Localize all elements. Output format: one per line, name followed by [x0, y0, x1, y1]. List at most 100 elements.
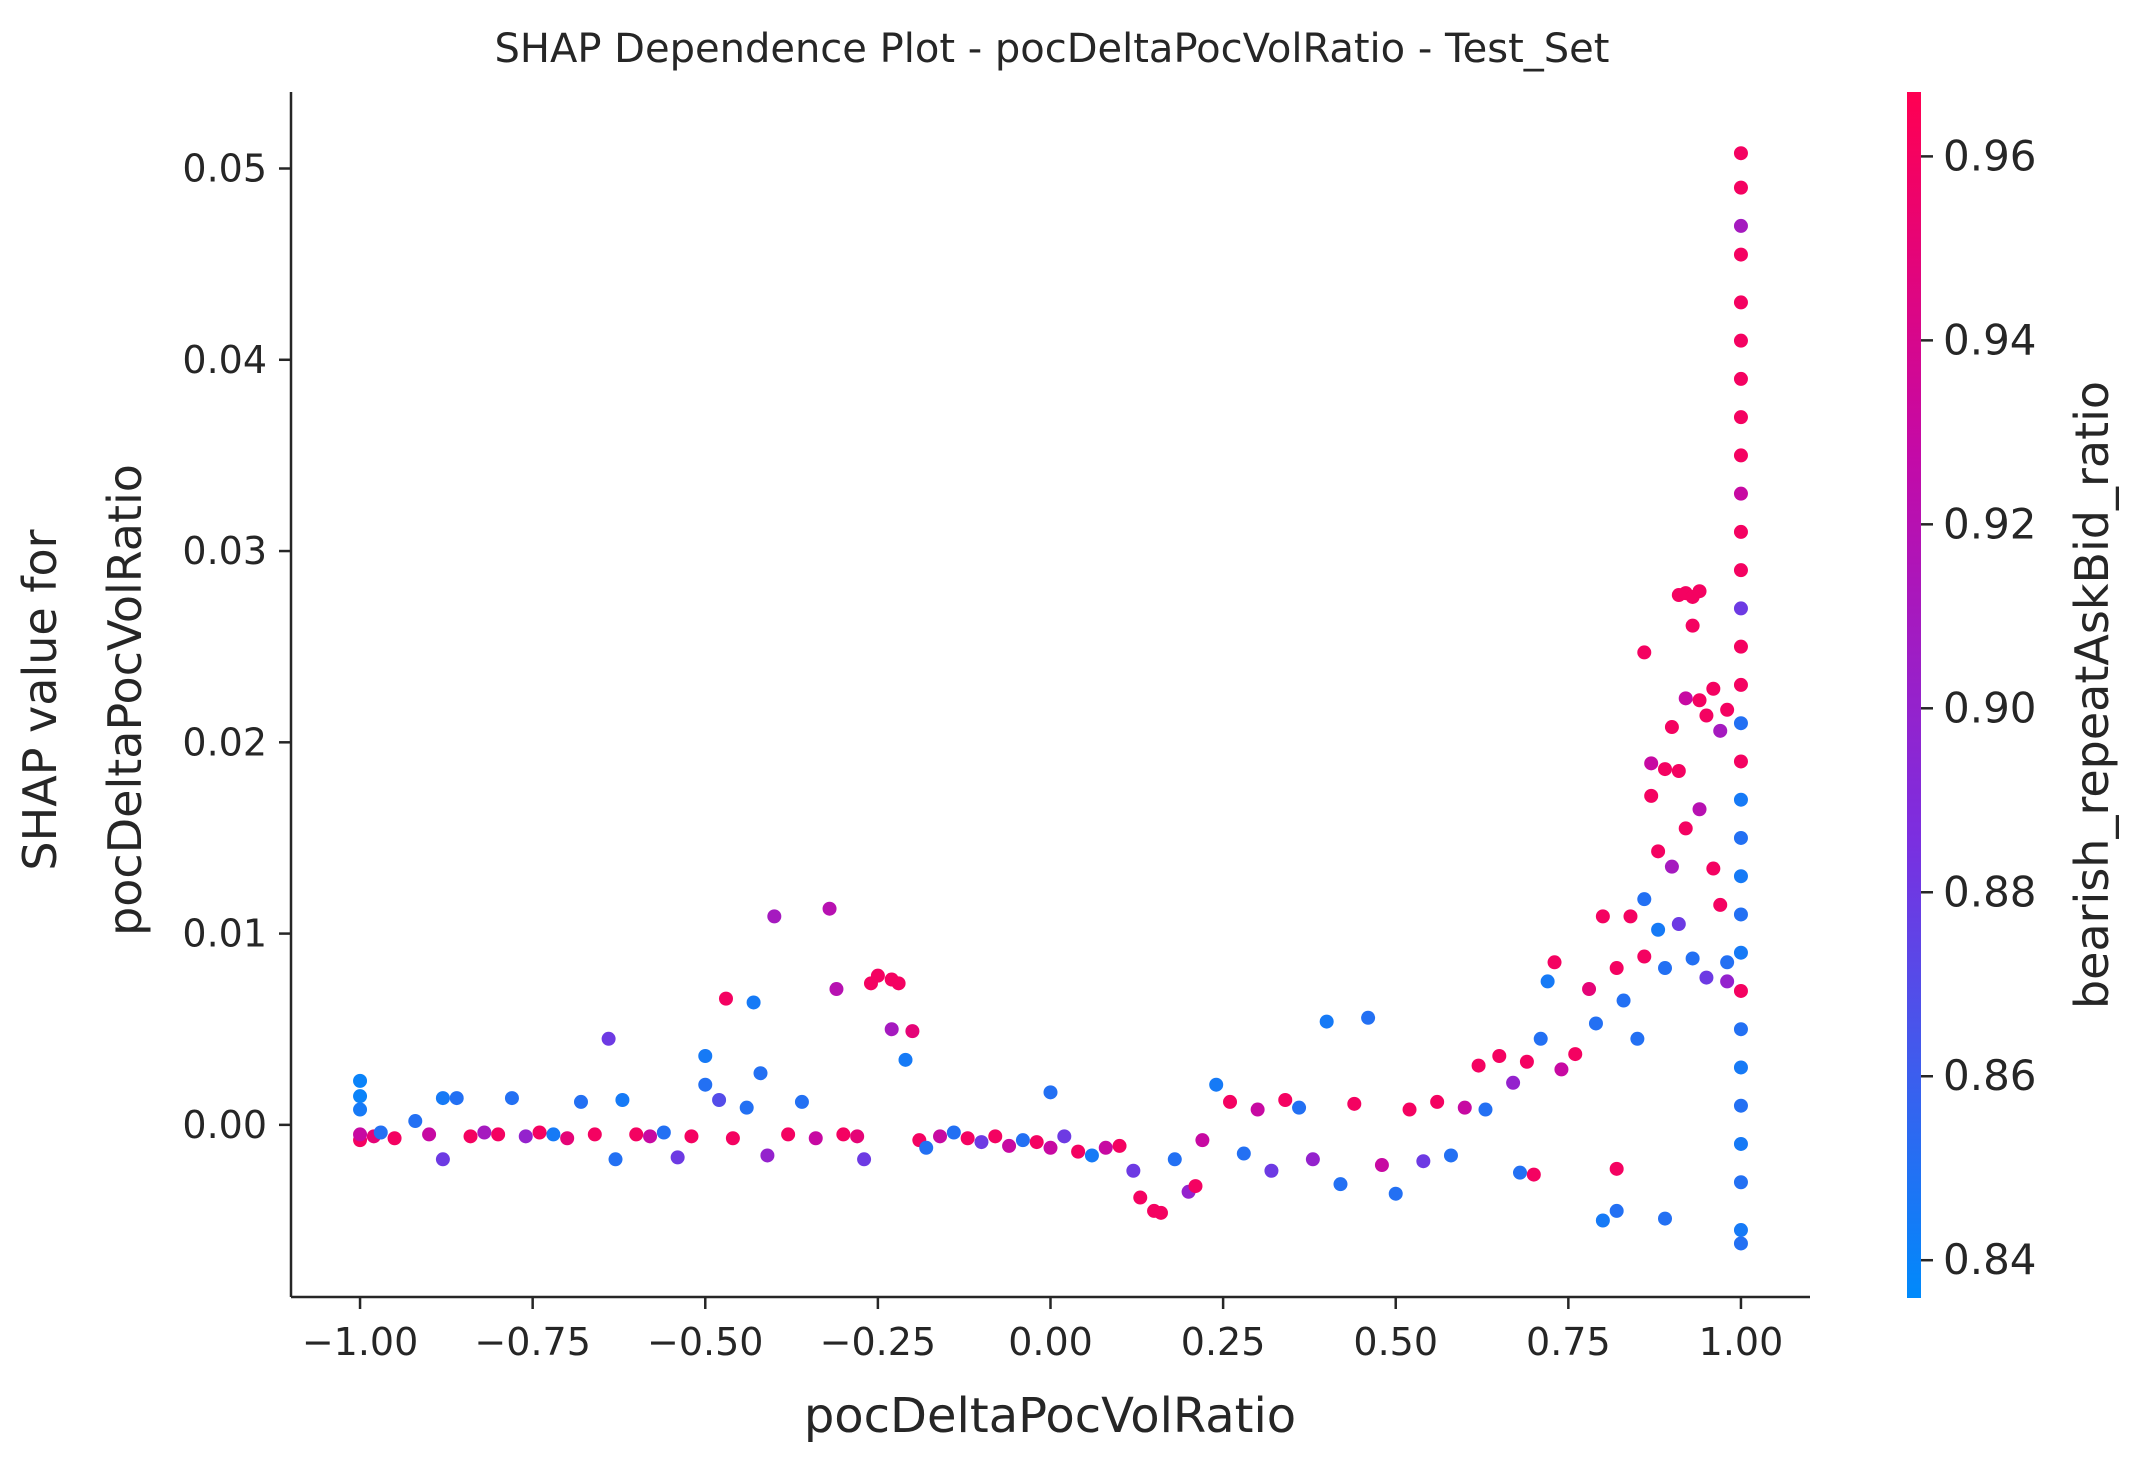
- scatter-point: [1733, 677, 1748, 692]
- scatter-point: [463, 1129, 478, 1144]
- colorbar: [1907, 92, 1921, 1298]
- y-tick-label: 0.01: [182, 912, 267, 956]
- scatter-point: [1305, 1152, 1320, 1167]
- scatter-point: [836, 1127, 851, 1142]
- scatter-point: [1416, 1154, 1431, 1169]
- scatter-point: [477, 1125, 492, 1140]
- colorbar-label: bearish_repeatAskBid_ratio: [2065, 381, 2119, 1009]
- scatter-point: [857, 1152, 872, 1167]
- scatter-point: [1733, 410, 1748, 425]
- scatter-point: [1671, 917, 1686, 932]
- scatter-point: [725, 1131, 740, 1146]
- scatter-point: [1713, 897, 1728, 912]
- scatter-point: [1492, 1049, 1507, 1063]
- scatter-point: [1029, 1135, 1044, 1150]
- scatter-point: [1733, 945, 1748, 960]
- scatter-point: [1637, 892, 1652, 907]
- scatter-point: [1733, 218, 1748, 233]
- scatter-point: [1664, 859, 1679, 874]
- scatter-point: [1195, 1133, 1210, 1148]
- scatter-point: [670, 1150, 685, 1165]
- scatter-point: [1333, 1177, 1348, 1192]
- scatter-point: [1733, 792, 1748, 807]
- scatter-point: [532, 1125, 547, 1140]
- scatter-point: [946, 1125, 961, 1140]
- scatter-point: [629, 1127, 644, 1142]
- scatter-point: [615, 1092, 630, 1107]
- scatter-point: [1658, 961, 1673, 976]
- scatter-point: [1057, 1129, 1072, 1144]
- scatter-point: [1540, 974, 1555, 989]
- scatter-point: [919, 1140, 934, 1155]
- x-tick-label: −0.50: [647, 1320, 763, 1364]
- scatter-point: [1374, 1158, 1389, 1173]
- scatter-point: [1671, 764, 1686, 779]
- scatter-point: [1733, 639, 1748, 654]
- scatter-point: [1236, 1146, 1251, 1161]
- scatter-point: [1084, 1148, 1099, 1163]
- scatter-point: [408, 1114, 423, 1129]
- scatter-point: [387, 1131, 402, 1146]
- x-tick-label: −0.25: [820, 1320, 936, 1364]
- scatter-point: [1133, 1190, 1148, 1205]
- scatter-point: [1733, 1136, 1748, 1151]
- scatter-point: [767, 909, 782, 924]
- chart-title: SHAP Dependence Plot - pocDeltaPocVolRat…: [495, 26, 1610, 72]
- scatter-point: [656, 1125, 671, 1140]
- scatter-point: [1733, 1060, 1748, 1075]
- colorbar-tick-label: 0.96: [1943, 131, 2037, 180]
- x-tick-label: 0.00: [1008, 1320, 1093, 1364]
- scatter-point: [718, 991, 733, 1006]
- scatter-point: [1153, 1205, 1168, 1220]
- scatter-point: [1658, 1211, 1673, 1226]
- scatter-point: [933, 1129, 948, 1144]
- scatter-point: [1609, 1203, 1624, 1218]
- scatter-point: [698, 1077, 713, 1092]
- scatter-point: [1733, 1223, 1748, 1238]
- scatter-point: [1685, 618, 1700, 633]
- scatter-point: [898, 1052, 913, 1067]
- scatter-point: [1292, 1100, 1307, 1115]
- x-tick-label: 1.00: [1699, 1320, 1784, 1364]
- scatter-point: [1692, 584, 1707, 599]
- scatter-point: [684, 1129, 699, 1144]
- scatter-point: [1733, 333, 1748, 348]
- scatter-point: [822, 901, 837, 916]
- scatter-point: [1167, 1152, 1182, 1167]
- scatter-point: [1595, 909, 1610, 924]
- y-tick-label: 0.03: [182, 529, 267, 573]
- scatter-point: [1733, 830, 1748, 845]
- x-tick-label: 0.50: [1353, 1320, 1438, 1364]
- scatter-point: [1644, 788, 1659, 803]
- scatter-point: [960, 1131, 975, 1146]
- colorbar-tick-label: 0.84: [1943, 1235, 2037, 1284]
- scatter-point: [1250, 1102, 1265, 1117]
- scatter-point: [1588, 1016, 1603, 1031]
- scatter-point: [1506, 1075, 1521, 1090]
- scatter-point: [1402, 1102, 1417, 1117]
- scatter-point: [1430, 1094, 1445, 1109]
- scatter-point: [1443, 1148, 1458, 1163]
- scatter-point: [1644, 756, 1659, 771]
- scatter-point: [1002, 1138, 1017, 1153]
- scatter-point: [422, 1127, 437, 1142]
- scatter-point: [1388, 1186, 1403, 1201]
- scatter-point: [698, 1049, 713, 1063]
- scatter-point: [1720, 955, 1735, 970]
- scatter-point: [1188, 1179, 1203, 1194]
- scatter-point: [1733, 601, 1748, 616]
- scatter-point: [884, 1022, 899, 1037]
- scatter-point: [1733, 1236, 1748, 1251]
- colorbar-ticks: 0.84 0.86 0.88 0.90 0.92 0.94 0.96: [1921, 131, 2037, 1284]
- scatter-point: [1609, 961, 1624, 976]
- scatter-point: [1733, 486, 1748, 501]
- scatter-point: [1733, 371, 1748, 386]
- scatter-point: [353, 1127, 368, 1142]
- scatter-point: [1609, 1161, 1624, 1176]
- scatter-point: [712, 1092, 727, 1107]
- scatter-point: [643, 1129, 658, 1144]
- scatter-point: [1733, 716, 1748, 731]
- scatter-point: [1733, 295, 1748, 310]
- scatter-point: [1071, 1144, 1086, 1159]
- scatter-point: [601, 1031, 616, 1046]
